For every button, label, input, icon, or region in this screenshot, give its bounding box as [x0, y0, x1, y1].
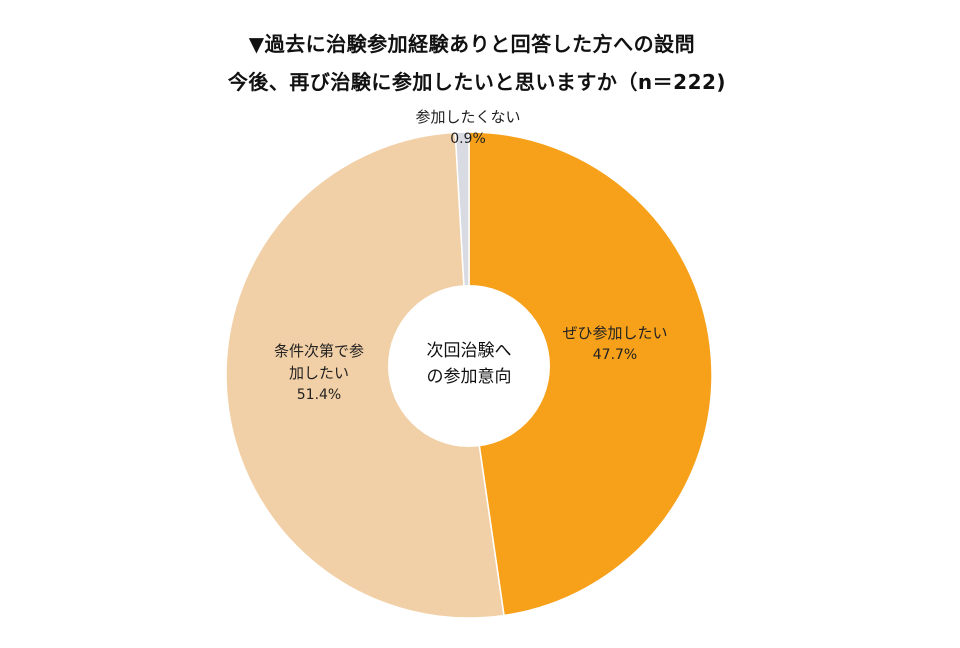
donut-hole: [388, 285, 550, 447]
slice-label-conditional-line1: 条件次第で参: [273, 342, 364, 360]
slice-label-conditional: 条件次第で参 加したい 51.4%: [254, 340, 384, 406]
slice-label-no-pct: 0.9%: [450, 131, 486, 147]
chart-title: 今後、再び治験に参加したいと思いますか（n＝222): [227, 70, 727, 94]
donut-center-label: 次回治験へ の参加意向: [394, 338, 544, 390]
slice-label-conditional-line2: 加したい: [288, 364, 349, 382]
chart-subtitle: ▼過去に治験参加経験ありと回答した方への設問: [248, 32, 696, 56]
slice-label-yes-pct: 47.7%: [592, 347, 638, 363]
slice-label-yes-name: ぜひ参加したい: [562, 324, 668, 342]
slice-label-no: 参加したくない 0.9%: [398, 106, 538, 150]
slice-yes: [468, 131, 713, 617]
center-label-line2: の参加意向: [426, 367, 512, 387]
center-label-line1: 次回治験へ: [426, 341, 512, 361]
slice-label-no-name: 参加したくない: [415, 108, 521, 126]
slice-label-yes: ぜひ参加したい 47.7%: [540, 322, 690, 366]
slice-label-conditional-pct: 51.4%: [296, 387, 342, 403]
slice-conditional: [225, 131, 505, 619]
